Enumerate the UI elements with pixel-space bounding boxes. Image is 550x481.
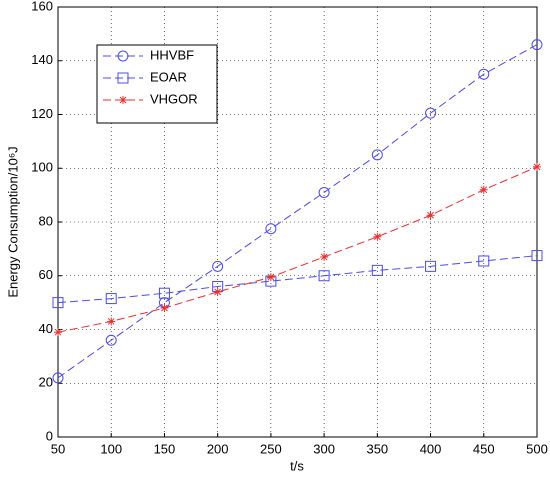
x-tick-label: 50 [51, 441, 65, 456]
marker [212, 260, 224, 272]
marker [54, 328, 62, 337]
series-line [57, 255, 538, 304]
marker [373, 232, 382, 241]
marker [52, 297, 64, 309]
marker [119, 96, 127, 104]
legend-box [96, 44, 218, 124]
marker [531, 39, 543, 51]
marker [426, 211, 435, 220]
x-tick-label: 250 [260, 441, 282, 456]
y-tick-label: 100 [31, 160, 53, 175]
y-tick-label: 60 [39, 267, 53, 282]
marker [478, 255, 490, 267]
x-tick-label: 500 [526, 441, 548, 456]
x-tick-label: 200 [207, 441, 229, 456]
marker [320, 252, 329, 261]
marker [117, 50, 129, 62]
marker [107, 317, 116, 326]
marker [479, 185, 488, 194]
marker [52, 372, 64, 384]
series-line [57, 166, 538, 333]
marker [318, 270, 330, 282]
legend-label: VHGOR [150, 91, 198, 106]
y-axis-label: Energy Consumption/10⁶J [5, 146, 20, 297]
x-tick-label: 150 [154, 441, 176, 456]
marker [531, 250, 543, 262]
marker [160, 304, 169, 312]
marker [478, 68, 490, 80]
marker [425, 107, 437, 119]
marker [533, 162, 541, 171]
marker [371, 264, 383, 276]
marker [158, 287, 170, 299]
y-tick-label: 80 [39, 213, 53, 228]
marker [371, 149, 383, 161]
y-tick-label: 120 [31, 106, 53, 121]
legend-label: EOAR [150, 69, 187, 84]
marker [318, 186, 330, 198]
marker [425, 260, 437, 272]
plot-frame [57, 6, 538, 438]
y-tick-label: 40 [39, 321, 53, 336]
x-tick-label: 450 [473, 441, 495, 456]
x-tick-label: 300 [313, 441, 335, 456]
marker [213, 287, 222, 296]
x-axis-label: t/s [290, 458, 304, 473]
y-tick-label: 20 [39, 375, 53, 390]
marker [117, 72, 129, 84]
marker [265, 223, 277, 235]
y-tick-label: 0 [46, 428, 53, 443]
y-tick-label: 140 [31, 52, 53, 67]
x-tick-label: 350 [366, 441, 388, 456]
y-tick-label: 160 [31, 0, 53, 13]
x-tick-label: 400 [420, 441, 442, 456]
x-tick-label: 100 [100, 441, 122, 456]
series-line [57, 44, 538, 379]
legend-label: HHVBF [150, 47, 194, 62]
marker [105, 293, 117, 305]
marker [105, 334, 117, 346]
marker [266, 273, 275, 282]
